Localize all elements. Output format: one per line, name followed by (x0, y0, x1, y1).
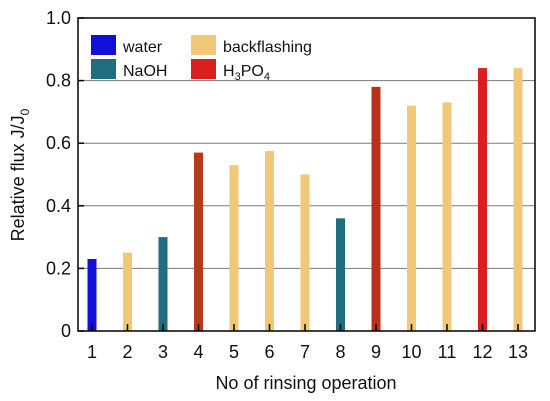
x-tick-label: 4 (193, 342, 203, 362)
x-axis-ticks: 1 2 3 4 5 6 7 8 9 10 11 12 13 (87, 324, 528, 362)
y-tick-label: 0 (61, 321, 71, 341)
x-tick-label: 3 (158, 342, 168, 362)
x-tick-label: 2 (122, 342, 132, 362)
bar (371, 86, 381, 331)
x-tick-label: 10 (401, 342, 421, 362)
y-tick-label: 1.0 (46, 8, 71, 28)
bar (87, 259, 97, 331)
plot-frame (77, 17, 536, 332)
legend-swatch-naoh (91, 59, 116, 79)
bar (194, 152, 203, 331)
legend-label-backflashing: backflashing (223, 39, 312, 56)
x-tick-label: 8 (335, 342, 345, 362)
y-tick-label: 0.4 (46, 196, 71, 216)
x-tick-label: 12 (472, 342, 492, 362)
x-tick-label: 5 (229, 342, 239, 362)
bars (87, 68, 523, 331)
x-tick-label: 7 (300, 342, 310, 362)
legend-label-naoh: NaOH (123, 63, 167, 80)
y-axis-title: Relative flux J/J0 (8, 108, 32, 241)
legend-swatch-h3po4 (191, 59, 216, 79)
legend-label-h3po4: H3PO4 (223, 63, 270, 83)
legend: water NaOH backflashing H3PO4 (91, 35, 312, 83)
bar (229, 165, 239, 331)
x-tick-label: 6 (264, 342, 274, 362)
x-tick-label: 13 (508, 342, 528, 362)
bar (407, 105, 416, 331)
x-axis-title: No of rinsing operation (215, 373, 396, 393)
x-tick-label: 11 (438, 342, 457, 362)
legend-swatch-backflashing (191, 35, 216, 55)
legend-swatch-water (91, 35, 116, 55)
bar (442, 102, 452, 331)
y-axis-ticks: 0 0.2 0.4 0.6 0.8 1.0 (46, 8, 84, 341)
legend-label-water: water (122, 39, 163, 56)
y-tick-label: 0.2 (46, 258, 71, 278)
x-tick-label: 1 (87, 342, 97, 362)
bar (300, 174, 310, 331)
x-tick-label: 9 (371, 342, 381, 362)
bar (513, 68, 523, 331)
bar (478, 68, 487, 331)
y-tick-label: 0.8 (46, 71, 71, 91)
bar (265, 151, 274, 331)
bar (336, 218, 345, 331)
bar (158, 237, 168, 331)
bar (123, 252, 132, 331)
y-tick-label: 0.6 (46, 133, 71, 153)
